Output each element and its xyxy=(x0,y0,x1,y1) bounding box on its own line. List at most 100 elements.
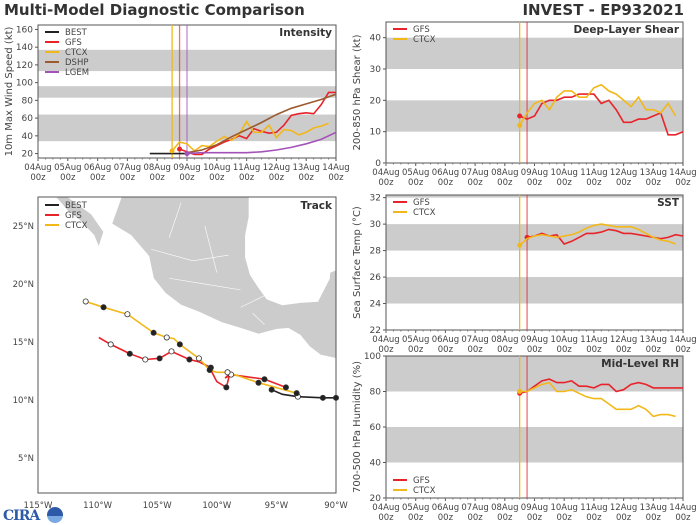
intensity-ytick-label: 100 xyxy=(16,79,33,89)
sst-ytick-label: 24 xyxy=(370,300,382,310)
mid-level-rh-ytick-label: 20 xyxy=(370,494,382,504)
deep-layer-shear-xtick-label: 08Aug xyxy=(491,168,518,178)
mid-level-rh-xtick-label: 08Aug xyxy=(491,503,518,513)
deep-layer-shear-xtick-label: 00z xyxy=(616,178,632,188)
track-legend-label-gfs: GFS xyxy=(65,211,82,221)
sst-xtick-label: 00z xyxy=(467,345,483,355)
mid-level-rh-xtick-label: 12Aug xyxy=(610,503,637,513)
mid-level-rh-ytick-label: 100 xyxy=(364,352,381,362)
mid-level-rh-ytick-label: 40 xyxy=(370,459,382,469)
sst-xtick-label: 14Aug xyxy=(669,335,696,345)
globe-icon xyxy=(47,507,63,523)
deep-layer-shear-xtick-label: 00z xyxy=(467,178,483,188)
deep-layer-shear-start-marker-ctcx xyxy=(517,122,523,128)
track-ytick-label: 25°N xyxy=(13,222,34,232)
sst-xtick-label: 12Aug xyxy=(610,335,637,345)
mid-level-rh-xtick-label: 09Aug xyxy=(521,503,548,513)
sst-ytick-label: 26 xyxy=(370,273,382,283)
track-xtick-label: 105°W xyxy=(143,501,172,511)
intensity-xtick-label: 00z xyxy=(30,173,46,183)
mid-level-rh-xtick-label: 04Aug xyxy=(372,503,399,513)
mid-level-rh-xtick-label: 14Aug xyxy=(669,503,696,513)
sst-ytick-label: 28 xyxy=(370,247,382,257)
intensity-start-marker-ctcx xyxy=(169,148,175,154)
intensity-series-lgem xyxy=(186,131,337,155)
state-border xyxy=(252,312,265,325)
state-border xyxy=(168,202,182,238)
deep-layer-shear-xtick-label: 04Aug xyxy=(372,168,399,178)
storm-id-title: INVEST - EP932021 xyxy=(522,1,684,19)
intensity-start-marker-lgem xyxy=(184,151,190,157)
mid-level-rh-xtick-label: 00z xyxy=(467,513,483,523)
track-marker-gfs xyxy=(142,356,149,363)
mid-level-rh-xtick-label: 00z xyxy=(497,513,513,523)
track-ytick-label: 15°N xyxy=(13,338,34,348)
state-border xyxy=(169,277,241,291)
track-marker-gfs xyxy=(223,384,230,391)
intensity-xtick-label: 14Aug xyxy=(322,163,349,173)
sst-start-marker-ctcx xyxy=(517,242,523,248)
track-marker-gfs xyxy=(261,376,268,383)
mid-level-rh-legend-label-ctcx: CTCX xyxy=(413,486,436,496)
deep-layer-shear-start-marker-gfs xyxy=(517,113,523,119)
track-series-best xyxy=(271,388,336,399)
mid-level-rh-band xyxy=(386,427,683,463)
mid-level-rh-title: Mid-Level RH xyxy=(601,358,679,370)
track-ytick-label: 20°N xyxy=(13,280,34,290)
deep-layer-shear-xtick-label: 09Aug xyxy=(521,168,548,178)
deep-layer-shear-xtick-label: 00z xyxy=(408,178,424,188)
intensity-title: Intensity xyxy=(279,27,332,39)
intensity-xtick-label: 04Aug xyxy=(24,163,51,173)
intensity-legend-label-gfs: GFS xyxy=(65,38,82,48)
mid-level-rh-xtick-label: 00z xyxy=(438,513,454,523)
sst-xtick-label: 00z xyxy=(586,345,602,355)
sst-band xyxy=(386,224,683,251)
state-border xyxy=(151,248,229,262)
mid-level-rh-xtick-label: 00z xyxy=(408,513,424,523)
sst-xtick-label: 00z xyxy=(497,345,513,355)
sst-legend-label-gfs: GFS xyxy=(413,198,430,208)
mid-level-rh-xtick-label: 06Aug xyxy=(432,503,459,513)
deep-layer-shear-band xyxy=(386,37,683,69)
track-marker-best xyxy=(268,386,275,393)
intensity-series-dshp xyxy=(186,93,337,154)
mid-level-rh-ytick-label: 80 xyxy=(370,388,382,398)
intensity-xtick-label: 00z xyxy=(120,173,136,183)
intensity-ytick-label: 160 xyxy=(16,25,33,35)
track-marker-best xyxy=(319,394,326,401)
track-frame xyxy=(37,196,337,494)
deep-layer-shear-xtick-label: 14Aug xyxy=(669,168,696,178)
track-marker-gfs xyxy=(156,355,163,362)
track-marker-gfs xyxy=(282,384,289,391)
figure-title: Multi-Model Diagnostic Comparison xyxy=(4,1,305,19)
mid-level-rh-xtick-label: 10Aug xyxy=(550,503,577,513)
yucatan xyxy=(318,270,336,302)
intensity-xtick-label: 07Aug xyxy=(114,163,141,173)
mid-level-rh-xtick-label: 00z xyxy=(675,513,691,523)
intensity-xtick-label: 00z xyxy=(60,173,76,183)
mid-level-rh-series-ctcx xyxy=(519,381,676,418)
mid-level-rh-xtick-label: 00z xyxy=(557,513,573,523)
intensity-legend-label-lgem: LGEM xyxy=(65,68,89,78)
intensity-ytick-label: 80 xyxy=(22,96,34,106)
sst-xtick-label: 00z xyxy=(378,345,394,355)
intensity-xtick-label: 06Aug xyxy=(84,163,111,173)
mid-level-rh-xtick-label: 00z xyxy=(527,513,543,523)
deep-layer-shear-ytick-label: 10 xyxy=(370,128,382,138)
sst-xtick-label: 07Aug xyxy=(461,335,488,345)
track-xtick-label: 90°W xyxy=(324,501,348,511)
deep-layer-shear-ytick-label: 0 xyxy=(375,159,381,169)
track-marker-ctcx xyxy=(195,355,202,362)
intensity-xtick-label: 09Aug xyxy=(173,163,200,173)
sst-band xyxy=(386,195,683,198)
intensity-ytick-label: 120 xyxy=(16,61,33,71)
mid-level-rh-xtick-label: 00z xyxy=(586,513,602,523)
deep-layer-shear-title: Deep-Layer Shear xyxy=(573,24,679,36)
sst-xtick-label: 04Aug xyxy=(372,335,399,345)
mid-level-rh-xtick-label: 05Aug xyxy=(402,503,429,513)
sst-xtick-label: 13Aug xyxy=(640,335,667,345)
intensity-legend-label-dshp: DSHP xyxy=(65,58,88,68)
track-marker-ctcx xyxy=(176,341,183,348)
deep-layer-shear-xtick-label: 06Aug xyxy=(432,168,459,178)
deep-layer-shear-xtick-label: 00z xyxy=(675,178,691,188)
